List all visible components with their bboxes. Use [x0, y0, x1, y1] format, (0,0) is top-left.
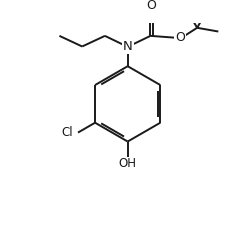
Text: O: O: [146, 0, 156, 12]
Text: Cl: Cl: [61, 126, 72, 139]
Text: N: N: [123, 40, 132, 53]
Text: OH: OH: [119, 158, 137, 170]
Text: O: O: [175, 31, 185, 44]
